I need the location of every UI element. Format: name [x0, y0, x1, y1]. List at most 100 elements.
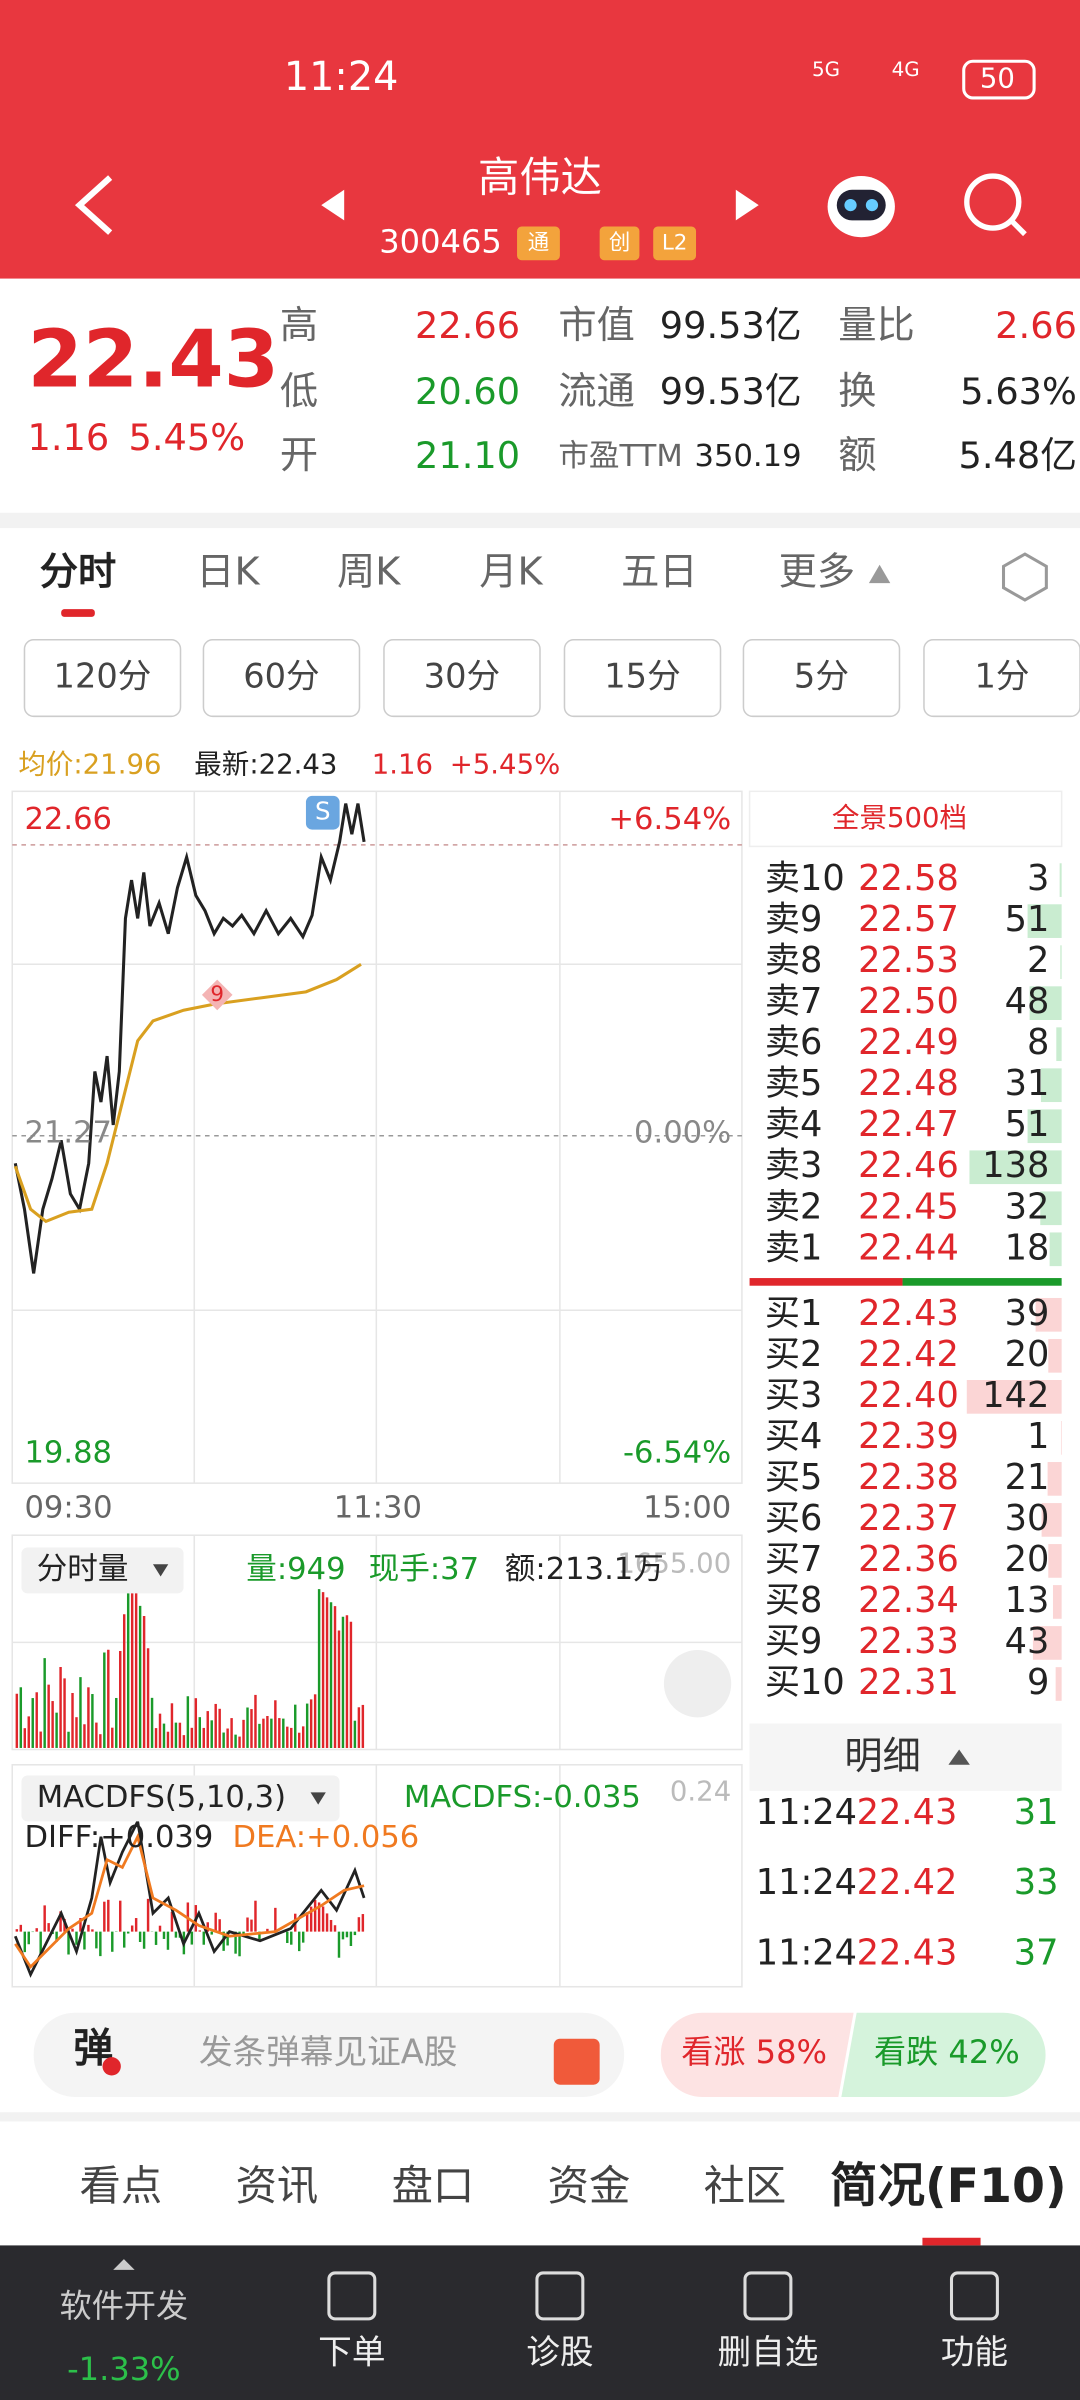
volume-selector: 分时量: [37, 1552, 129, 1587]
chart-tab[interactable]: 月K: [479, 549, 543, 594]
volume-selector-bg[interactable]: [21, 1547, 184, 1594]
info-tab[interactable]: 简况(F10): [830, 2159, 1067, 2214]
bearish-button[interactable]: [841, 2012, 1046, 2097]
level-label: 买9: [765, 1621, 823, 1662]
nav-icon: [949, 2271, 999, 2321]
stock-code: 300465: [379, 222, 502, 260]
dea-line: [14, 1832, 365, 1969]
avg-line: [13, 962, 362, 1224]
trade-volume: 33: [1014, 1862, 1059, 1903]
chart-tab[interactable]: 周K: [337, 549, 401, 594]
period-button[interactable]: [202, 639, 361, 718]
order-book-header[interactable]: [748, 790, 1063, 848]
level-volume: 51: [1005, 899, 1050, 940]
volume: 量:949: [246, 1552, 345, 1587]
nav-label[interactable]: 删自选: [717, 2333, 818, 2372]
chart-grid: [11, 790, 743, 1988]
info-tab[interactable]: 社区: [704, 2162, 787, 2210]
nav-label[interactable]: 诊股: [526, 2333, 593, 2372]
level-label: 买2: [765, 1334, 823, 1375]
trades-header[interactable]: [749, 1723, 1062, 1791]
period-button[interactable]: [563, 639, 722, 718]
stat-label: 市盈TTM: [558, 439, 682, 474]
bottom-nav-bg: [0, 2245, 1080, 2400]
period-button[interactable]: [383, 639, 541, 718]
level-volume: 51: [1005, 1104, 1050, 1145]
price: 22.43: [28, 312, 280, 405]
level-label: 卖10: [765, 858, 845, 899]
period-button[interactable]: [923, 639, 1080, 718]
volume-bars: [15, 1569, 365, 1958]
chart-tab[interactable]: 分时: [40, 549, 116, 594]
depth-bar: [1059, 863, 1062, 897]
period-button[interactable]: [742, 639, 901, 718]
marker-s[interactable]: [305, 795, 340, 830]
info-tab[interactable]: 看点: [80, 2162, 163, 2210]
depth-bar: [1055, 1667, 1062, 1701]
level-price: 22.46: [858, 1145, 959, 1186]
level-price: 22.47: [858, 1104, 959, 1145]
back-button[interactable]: [74, 175, 113, 235]
danmu-dot: [102, 2057, 121, 2076]
macd-selector-bg[interactable]: [21, 1775, 340, 1822]
comment-placeholder[interactable]: 发条弹幕见证A股: [199, 2033, 458, 2072]
nav-label[interactable]: 功能: [941, 2333, 1008, 2372]
y-label-right: +6.54%: [608, 802, 731, 837]
stat-value: 99.53亿: [660, 370, 802, 413]
comment-input[interactable]: [33, 2012, 625, 2097]
depth-bar: [1029, 986, 1062, 1021]
stat-value: 99.53亿: [660, 304, 802, 347]
marker-label: 9: [210, 982, 224, 1007]
network: 5G: [812, 58, 840, 81]
info-tab[interactable]: 资讯: [236, 2162, 319, 2210]
next-stock[interactable]: [735, 189, 759, 221]
period-button[interactable]: [23, 639, 182, 718]
chart-tab[interactable]: 日K: [196, 549, 260, 594]
ask-bid-ratio: [902, 1278, 1062, 1286]
stat-value: 2.66: [995, 304, 1077, 347]
macd-max: 0.24: [670, 1775, 731, 1807]
search-icon[interactable]: [964, 173, 1027, 237]
chart-tab[interactable]: 更多: [779, 549, 855, 594]
level-label: 卖7: [765, 981, 823, 1022]
change: 1.16: [28, 416, 110, 459]
depth-bar: [1060, 1421, 1062, 1455]
chart-tab[interactable]: 五日: [621, 549, 697, 594]
order-book-title: 全景500档: [832, 802, 967, 834]
info-tab[interactable]: 资金: [548, 2162, 631, 2210]
sector-name[interactable]: 软件开发: [60, 2287, 188, 2325]
prev-stock[interactable]: [321, 189, 345, 221]
sector-change: -1.33%: [67, 2350, 181, 2388]
settings-icon[interactable]: [1001, 552, 1048, 602]
level-label: 买3: [765, 1375, 823, 1416]
level-volume: 48: [1005, 981, 1050, 1022]
depth-bar: [1048, 1338, 1062, 1373]
badge-text: 创: [609, 230, 630, 255]
dea: DEA:+0.056: [233, 1820, 420, 1855]
diff: DIFF:+0.039: [24, 1820, 213, 1855]
stat-value: 5.63%: [960, 370, 1077, 413]
nav-label[interactable]: 下单: [318, 2333, 385, 2372]
stat-label: 低: [280, 369, 318, 414]
info-tab[interactable]: 盘口: [392, 2162, 475, 2210]
trades-arrow: [948, 1749, 970, 1765]
gift-icon[interactable]: [553, 2038, 600, 2085]
stat-label: 开: [280, 433, 318, 478]
marker-9[interactable]: [201, 979, 233, 1011]
level-price: 22.37: [858, 1498, 959, 1539]
network: 4G: [892, 58, 920, 81]
expand-button[interactable]: [663, 1650, 732, 1718]
level-price: 22.40: [858, 1375, 959, 1416]
more-arrow: [868, 564, 891, 584]
level-label: 卖4: [765, 1104, 823, 1145]
bullish-button[interactable]: [660, 2012, 854, 2097]
assistant-icon[interactable]: [827, 176, 895, 238]
divider: [0, 2112, 1080, 2122]
trade-time: 11:24: [756, 1862, 857, 1903]
level-price: 22.50: [858, 981, 959, 1022]
level-price: 22.58: [858, 858, 959, 899]
level-volume: 8: [1027, 1022, 1049, 1063]
level-label: 买6: [765, 1498, 823, 1539]
trade-price: 22.43: [857, 1933, 958, 1974]
